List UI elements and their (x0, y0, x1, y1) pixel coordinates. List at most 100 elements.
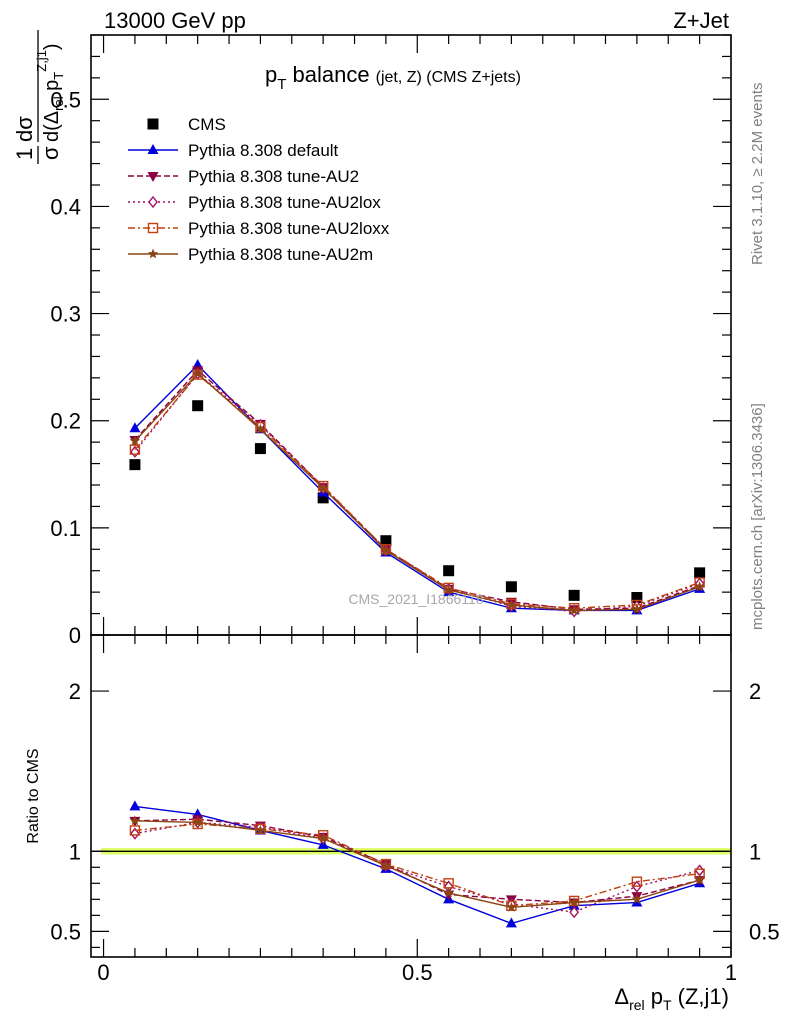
main-data-point (380, 535, 392, 547)
ratio-data-point (129, 800, 141, 811)
main-data-point (255, 423, 266, 434)
ratio-data-point (631, 893, 643, 904)
x-axis-label: Δrel pT (Z,j1) (614, 984, 729, 1013)
ratio-data-point (130, 827, 140, 840)
xlabel-p: p (645, 984, 663, 1009)
main-series-line (134, 364, 700, 612)
main-data-point (317, 492, 329, 504)
main-series-triangle-up (129, 359, 706, 615)
ratio-data-point (255, 824, 266, 835)
ratio-series-line (134, 820, 700, 909)
ratio-series-square-open (129, 818, 705, 911)
ratio-y-tick-labels: 0.5 0.5 1 1 2 2 (50, 679, 779, 944)
main-series-diamond-open (130, 367, 705, 618)
legend-item: Pythia 8.308 tune-AU2lox (128, 193, 381, 212)
xlabel-rel: rel (629, 997, 645, 1013)
ratio-y-tick-label-right: 2 (749, 679, 761, 704)
analysis-watermark: CMS_2021_I1866118 (348, 591, 483, 607)
x-tick-label: 1 (725, 960, 737, 985)
legend-label: Pythia 8.308 tune-AU2m (188, 245, 373, 264)
ratio-data-point (694, 874, 705, 885)
main-data-point (129, 422, 141, 433)
main-data-point (631, 592, 643, 603)
ratio-data-point (443, 887, 454, 898)
ratio-y-tick-label-right: 0.5 (749, 919, 780, 944)
ratio-panel: 0.5 0.5 1 1 2 2 (50, 634, 780, 958)
main-y-tick-label: 0 (69, 623, 81, 648)
main-y-tick-label: 0.2 (50, 409, 81, 434)
legend-label: Pythia 8.308 tune-AU2 (188, 167, 359, 186)
main-data-point (192, 368, 203, 378)
xlabel-tail: (Z,j1) (672, 984, 729, 1009)
ratio-data-point (129, 815, 141, 826)
legend-marker (147, 144, 159, 154)
svg-text:pT balance(jet, Z) (CMS Z+jets: pT balance (jet, Z) (CMS Z+jets) (265, 62, 521, 93)
ratio-data-point (129, 825, 141, 836)
ratio-series-triangle-up (129, 800, 706, 928)
title-p-sub: T (277, 76, 286, 93)
main-data-point (192, 400, 204, 412)
main-data-point (129, 435, 141, 446)
xlabel-T: T (663, 997, 672, 1013)
ratio-data-point (380, 860, 392, 871)
mcplots-label: mcplots.cern.ch [arXiv:1306.3436] (749, 403, 766, 630)
chart-title: pT balance (jet, Z) (CMS Z+jets) (265, 62, 521, 93)
title-p: p (265, 62, 277, 87)
legend-label: CMS (188, 115, 226, 134)
main-data-point (380, 544, 392, 555)
main-data-point (568, 589, 580, 601)
ratio-series-line (134, 823, 700, 907)
main-series-line (134, 372, 700, 613)
legend-marker (147, 172, 159, 182)
svg-text:d(Δrel pTZ,j1): d(Δrel pTZ,j1) (34, 43, 66, 142)
legend-label: Pythia 8.308 tune-AU2lox (188, 193, 381, 212)
ratio-data-point (506, 901, 517, 912)
main-series-triangle-down (129, 366, 706, 616)
legend-item: Pythia 8.308 tune-AU2m (128, 245, 373, 264)
main-data-point (130, 445, 140, 458)
ratio-series-diamond-open (130, 816, 705, 919)
main-data-point (505, 581, 517, 593)
ratio-series-star (129, 815, 705, 912)
ratio-series-group (129, 800, 706, 928)
main-data-point (254, 443, 266, 455)
legend-item: Pythia 8.308 tune-AU2loxx (128, 219, 390, 238)
ratio-y-tick-label: 2 (69, 679, 81, 704)
legend-marker (147, 248, 159, 259)
ratio-data-point (569, 906, 580, 919)
main-series-square-open (129, 369, 705, 614)
main-y-tick-labels: 0 0.1 0.2 0.3 0.4 0.5 (50, 87, 81, 648)
title-small: (jet, Z) (CMS Z+jets) (376, 69, 521, 86)
ratio-frame (90, 634, 732, 958)
main-data-point (129, 444, 141, 455)
ratio-data-point (631, 876, 643, 887)
legend-label: Pythia 8.308 default (188, 141, 339, 160)
ratio-series-line (134, 818, 700, 904)
main-y-tick-label: 0.1 (50, 516, 81, 541)
ratio-data-point (192, 816, 203, 827)
legend-item: Pythia 8.308 default (128, 141, 339, 160)
process-label: Z+Jet (673, 8, 729, 33)
x-tick-label: 0 (97, 960, 109, 985)
main-series-line (134, 372, 700, 612)
main-series-group (129, 359, 706, 618)
svg-text:dσ: dσ (12, 116, 37, 142)
legend-marker (147, 118, 159, 130)
ratio-data-point (568, 897, 580, 907)
ratio-data-point (505, 917, 517, 928)
main-series-line (134, 369, 700, 611)
main-data-point (694, 581, 705, 592)
ratio-y-tick-label: 0.5 (50, 919, 81, 944)
main-data-point (631, 603, 643, 614)
main-data-point (694, 567, 706, 579)
ratio-series-line (134, 821, 700, 913)
rivet-label: Rivet 3.1.10, ≥ 2.2M events (749, 83, 766, 266)
main-data-point (443, 565, 455, 577)
svg-text:σ: σ (38, 146, 63, 160)
ratio-y-tick-label-right: 1 (749, 839, 761, 864)
legend-marker (148, 195, 158, 209)
main-data-point (317, 482, 329, 493)
energy-label: 13000 GeV pp (104, 8, 246, 33)
main-frame (90, 34, 732, 636)
legend: CMS Pythia 8.308 default Pythia 8.308 tune… (128, 115, 390, 264)
